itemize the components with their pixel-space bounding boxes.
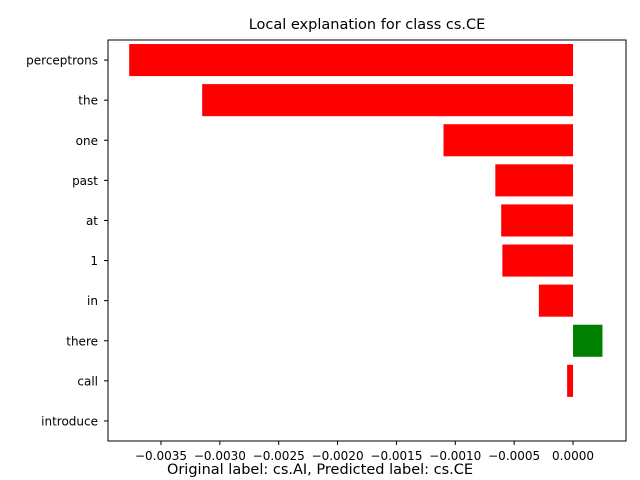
x-tick-label: −0.0030 xyxy=(194,449,246,463)
x-tick-label: −0.0010 xyxy=(429,449,481,463)
y-tick-label: 1 xyxy=(90,254,98,268)
chart-caption: Original label: cs.AI, Predicted label: … xyxy=(167,462,473,478)
bars-group xyxy=(129,44,603,397)
y-tick-label: at xyxy=(86,214,98,228)
y-tick-label: in xyxy=(87,294,98,308)
y-tick-label: past xyxy=(72,174,98,188)
bar-one xyxy=(443,124,574,157)
x-tick-label: −0.0005 xyxy=(488,449,540,463)
y-tick-label: the xyxy=(78,94,98,108)
x-tick-label: −0.0015 xyxy=(370,449,422,463)
y-tick-label: introduce xyxy=(41,414,98,428)
x-tick-label: 0.0000 xyxy=(552,449,594,463)
axes-frame xyxy=(107,39,627,442)
bar-there xyxy=(573,324,603,357)
bar-1 xyxy=(502,244,574,277)
bar-in xyxy=(538,284,574,317)
bar-at xyxy=(501,204,574,237)
y-tick-label: call xyxy=(77,374,98,388)
chart-title: Local explanation for class cs.CE xyxy=(249,17,486,33)
x-axis-ticks: −0.0035 −0.0030 −0.0025 −0.0020 −0.0015 −0.00… xyxy=(135,441,594,463)
y-tick-label: one xyxy=(76,134,98,148)
y-axis-ticks: perceptrons the one past at 1 in there call intro… xyxy=(26,54,108,428)
y-tick-label: there xyxy=(66,334,98,348)
bar-past xyxy=(495,164,574,197)
bar-perceptrons xyxy=(129,44,574,77)
bar-call xyxy=(567,364,574,397)
x-tick-label: −0.0020 xyxy=(312,449,364,463)
x-tick-label: −0.0035 xyxy=(135,449,187,463)
bar-the xyxy=(202,84,574,117)
x-tick-label: −0.0025 xyxy=(253,449,305,463)
y-tick-label: perceptrons xyxy=(26,54,98,68)
